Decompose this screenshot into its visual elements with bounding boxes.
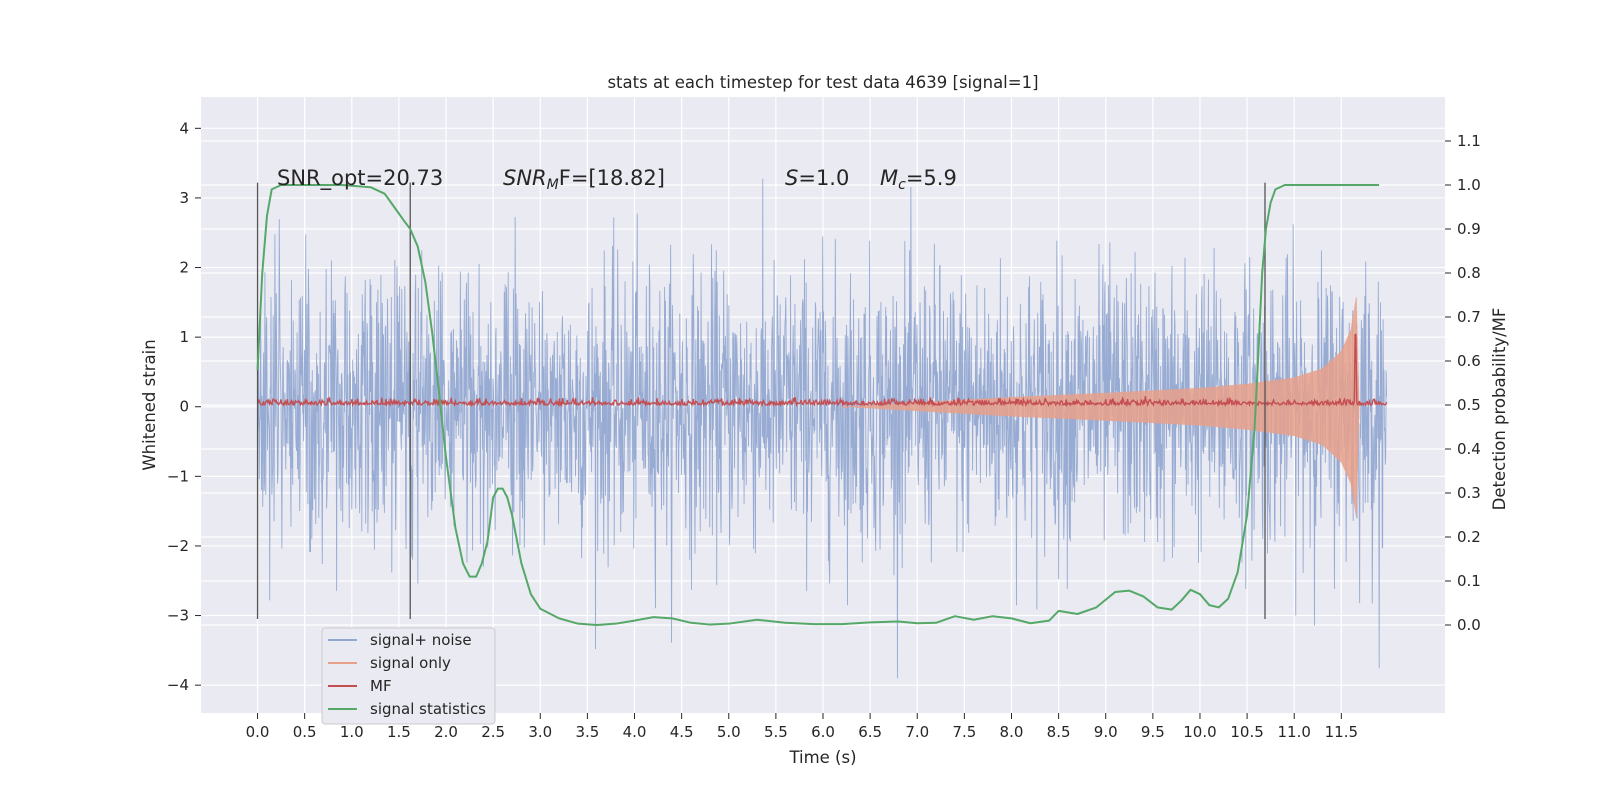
y2-axis-label: Detection probability/MF	[1490, 308, 1509, 511]
axes: 0.0 0.5 1.0 1.5 2.0 2.5 3.0 3.5 4.0 4.5 5.0 5.5 6.0 6…	[167, 119, 1481, 741]
mc-symbol: M	[880, 166, 898, 190]
y2-tick-label: 0.7	[1457, 308, 1481, 326]
y2-tick-label: 0.5	[1457, 396, 1481, 414]
mc-annotation: Mc=5.9	[880, 166, 957, 193]
x-tick-label: 3.0	[528, 723, 552, 741]
snr-mf-base: SNR	[503, 166, 547, 190]
legend-label-stat: signal statistics	[370, 700, 486, 718]
chart-title: stats at each timestep for test data 463…	[607, 73, 1038, 92]
x-tick-label: 4.5	[670, 723, 694, 741]
x-tick-label: 9.0	[1094, 723, 1118, 741]
mc-value: =5.9	[906, 166, 957, 190]
y-tick-label: 2	[179, 259, 189, 277]
legend-label-mf: MF	[370, 677, 392, 695]
y2-tick-label: 0.3	[1457, 484, 1481, 502]
x-tick-label: 6.0	[811, 723, 835, 741]
s-annotation: S=1.0	[785, 166, 849, 190]
x-tick-label: 2.5	[481, 723, 505, 741]
y2-tick-label: 1.0	[1457, 176, 1481, 194]
y-axis-label: Whitened strain	[140, 339, 159, 470]
y2-tick-label: 0.6	[1457, 352, 1481, 370]
y2-tick-label: 0.9	[1457, 220, 1481, 238]
y2-tick-label: 0.4	[1457, 440, 1481, 458]
x-tick-label: 3.5	[575, 723, 599, 741]
x-tick-label: 7.0	[905, 723, 929, 741]
x-tick-label: 1.0	[340, 723, 364, 741]
x-tick-label: 0.0	[246, 723, 270, 741]
x-tick-label: 1.5	[387, 723, 411, 741]
legend: signal+ noise signal only MF signal stat…	[321, 627, 496, 725]
y-tick-label: 4	[179, 119, 189, 137]
x-tick-label: 8.0	[1000, 723, 1024, 741]
x-tick-label: 9.5	[1141, 723, 1165, 741]
y-tick-label: 1	[179, 328, 189, 346]
y-tick-label: −2	[167, 537, 189, 555]
x-tick-label: 0.5	[293, 723, 317, 741]
series-mf	[256, 333, 1388, 408]
y2-tick-label: 0.2	[1457, 528, 1481, 546]
plot-area	[256, 178, 1388, 679]
x-tick-label: 10.5	[1230, 723, 1263, 741]
y-tick-label: 0	[179, 398, 189, 416]
series-signal-noise	[257, 178, 1388, 679]
x-tick-label: 5.0	[717, 723, 741, 741]
x-axis-label: Time (s)	[788, 748, 856, 767]
series-signal-only	[841, 296, 1360, 518]
x-tick-label: 6.5	[858, 723, 882, 741]
x-tick-label: 4.0	[623, 723, 647, 741]
mc-subscript: c	[898, 177, 906, 193]
y-tick-label: 3	[179, 189, 189, 207]
series-signal-statistics	[256, 184, 1380, 626]
x-tick-label: 11.0	[1278, 723, 1311, 741]
y2-tick-label: 0.8	[1457, 264, 1481, 282]
y-tick-label: −1	[167, 467, 189, 485]
x-tick-label: 11.5	[1325, 723, 1358, 741]
x-tick-label: 2.0	[434, 723, 458, 741]
snr-opt-annotation: SNR_opt=20.73	[277, 166, 443, 191]
snr-mf-subscript: M	[547, 177, 559, 193]
s-value: =1.0	[798, 166, 849, 190]
s-symbol: S	[785, 166, 798, 190]
x-tick-label: 8.5	[1047, 723, 1071, 741]
y-tick-label: −4	[167, 676, 189, 694]
x-tick-label: 5.5	[764, 723, 788, 741]
legend-label-signal: signal only	[370, 654, 451, 672]
legend-label-noise: signal+ noise	[370, 631, 472, 649]
snr-mf-annotation: SNRMF=[18.82]	[503, 166, 665, 193]
x-tick-label: 7.5	[952, 723, 976, 741]
y-tick-label: −3	[167, 607, 189, 625]
snr-mf-value: F=[18.82]	[559, 166, 665, 190]
y2-tick-label: 0.0	[1457, 616, 1481, 634]
y2-tick-label: 1.1	[1457, 132, 1481, 150]
legend-box	[321, 627, 496, 725]
y2-tick-label: 0.1	[1457, 572, 1481, 590]
x-tick-label: 10.0	[1183, 723, 1216, 741]
